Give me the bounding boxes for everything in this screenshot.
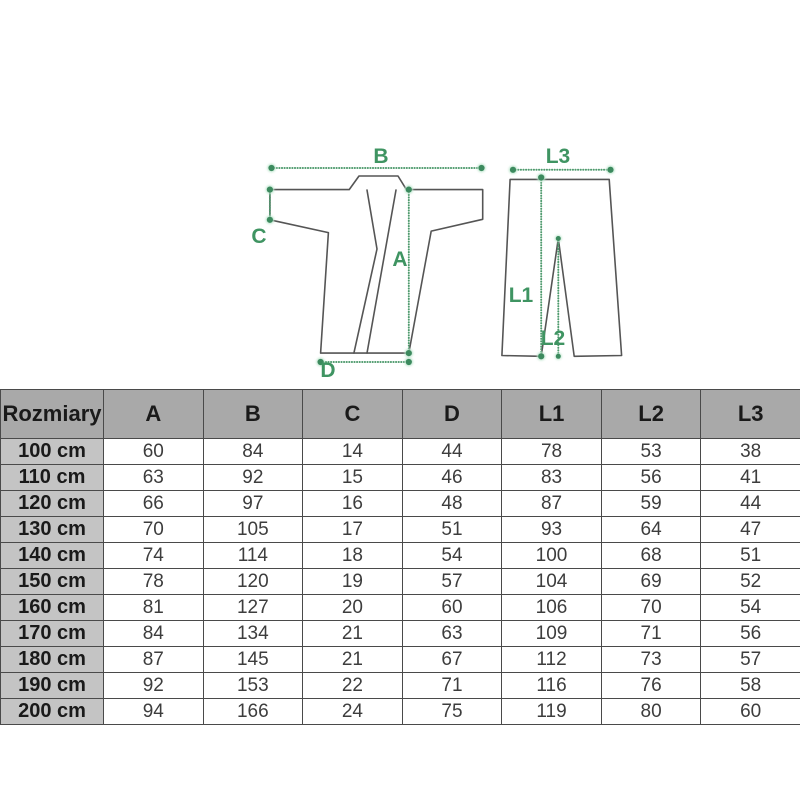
svg-text:A: A [392,248,407,271]
svg-text:L1: L1 [509,284,534,307]
svg-text:D: D [320,359,335,382]
svg-text:L3: L3 [546,145,571,168]
svg-text:C: C [251,225,266,248]
svg-text:L2: L2 [541,327,566,350]
svg-text:B: B [373,145,388,168]
